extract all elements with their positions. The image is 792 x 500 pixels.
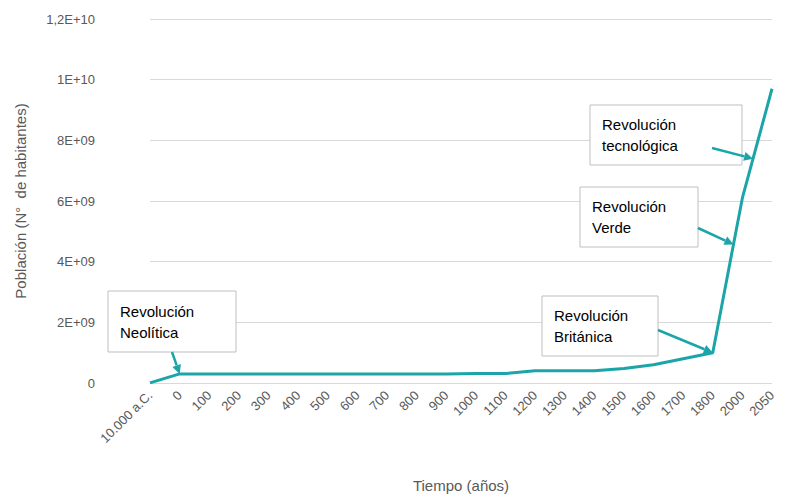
svg-text:1000: 1000 [450,388,481,419]
svg-text:1600: 1600 [628,388,659,419]
svg-text:2E+09: 2E+09 [57,315,95,330]
svg-text:200: 200 [218,388,244,414]
svg-text:0: 0 [88,376,95,391]
svg-text:Revolución: Revolución [602,116,676,133]
svg-text:Británica: Británica [554,328,613,345]
svg-text:400: 400 [277,388,303,414]
svg-text:300: 300 [248,388,274,414]
svg-text:1E+10: 1E+10 [57,72,95,87]
svg-text:1500: 1500 [598,388,629,419]
svg-text:Verde: Verde [592,219,631,236]
svg-text:1400: 1400 [569,388,600,419]
svg-text:700: 700 [366,388,392,414]
svg-text:1800: 1800 [687,388,718,419]
svg-text:Revolución: Revolución [120,303,194,320]
svg-text:4E+09: 4E+09 [57,254,95,269]
svg-text:Tiempo (años): Tiempo (años) [413,477,509,494]
svg-text:Revolución: Revolución [554,307,628,324]
svg-text:Neolítica: Neolítica [120,324,179,341]
svg-text:10.000 a.C.: 10.000 a.C. [97,388,155,446]
svg-text:1200: 1200 [509,388,540,419]
svg-text:100: 100 [189,388,215,414]
svg-text:Revolución: Revolución [592,198,666,215]
svg-text:800: 800 [396,388,422,414]
svg-text:6E+09: 6E+09 [57,194,95,209]
svg-text:1,2E+10: 1,2E+10 [46,12,95,27]
svg-text:8E+09: 8E+09 [57,133,95,148]
svg-text:2050: 2050 [746,388,777,419]
svg-text:500: 500 [307,388,333,414]
svg-text:900: 900 [426,388,452,414]
svg-text:1700: 1700 [657,388,688,419]
svg-text:1300: 1300 [539,388,570,419]
svg-text:0: 0 [169,388,185,404]
svg-text:tecnológica: tecnológica [602,137,679,154]
svg-text:Población (N° de habitantes): Población (N° de habitantes) [12,103,29,298]
svg-text:1100: 1100 [480,388,510,418]
svg-text:600: 600 [337,388,363,414]
svg-text:2000: 2000 [717,388,748,419]
